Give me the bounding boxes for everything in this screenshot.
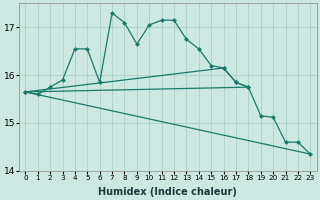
- X-axis label: Humidex (Indice chaleur): Humidex (Indice chaleur): [98, 187, 237, 197]
